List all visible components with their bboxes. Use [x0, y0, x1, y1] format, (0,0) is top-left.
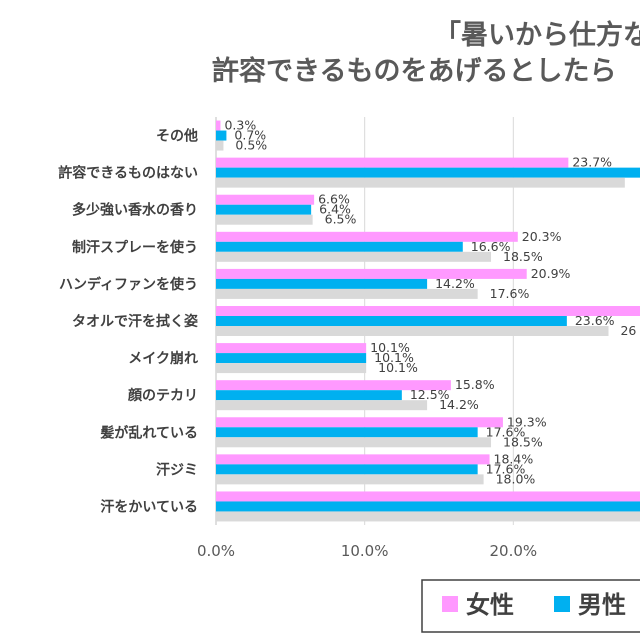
x-axis-ticks: 0.0%10.0%20.0%3: [197, 542, 538, 560]
bar: [216, 363, 367, 374]
bar: [216, 157, 569, 168]
data-label: 23.7%: [572, 155, 612, 170]
category-label: 多少強い香水の香り: [72, 202, 198, 219]
data-label: 0.3%: [224, 118, 256, 133]
category-label: 許容できるものはない: [58, 165, 198, 182]
category-label: 汗をかいている: [100, 498, 198, 515]
bar: [216, 204, 312, 215]
title-line-2: 許容できるものをあげるとしたら: [212, 55, 616, 87]
category-label: 顔のテカリ: [127, 387, 198, 404]
title-line-1: 「暑いから仕方な: [434, 19, 640, 51]
data-label: 18.5%: [503, 249, 543, 264]
bar: [216, 454, 490, 465]
data-label: 0.5%: [235, 138, 267, 153]
data-labels: 0.3%0.7%0.5%23.7%6.6%6.4%6.5%20.3%16.6%1…: [224, 118, 636, 487]
bar: [216, 177, 625, 188]
data-label: 16.6%: [471, 239, 511, 254]
bar: [216, 214, 313, 225]
bar: [216, 130, 227, 141]
data-label: 19.3%: [507, 414, 547, 429]
bar: [216, 120, 221, 131]
data-label: 17.6%: [486, 424, 526, 439]
data-label: 6.4%: [319, 202, 351, 217]
bar: [216, 167, 640, 178]
legend-swatch-male: [554, 596, 570, 612]
data-label: 6.6%: [318, 192, 350, 207]
bar: [216, 437, 492, 448]
category-label: 髪が乱れている: [99, 424, 198, 441]
data-label: 6.5%: [325, 212, 357, 227]
legend: 女性 男性: [421, 579, 640, 633]
bar: [216, 474, 484, 485]
data-label: 26: [620, 323, 636, 338]
bars: [216, 120, 640, 522]
category-label: 汗ジミ: [156, 461, 198, 478]
bar: [216, 316, 567, 326]
bar: [216, 268, 527, 279]
data-label: 20.3%: [522, 229, 562, 244]
chart-title: 「暑いから仕方な 許容できるものをあげるとしたら: [212, 19, 640, 87]
data-label: 17.6%: [486, 461, 526, 476]
bar: [216, 288, 478, 299]
bar: [216, 343, 367, 354]
data-label: 18.5%: [503, 434, 543, 449]
data-label: 23.6%: [575, 313, 615, 328]
bar: [216, 194, 315, 205]
x-tick-label: 0.0%: [197, 542, 235, 560]
bar: [216, 326, 609, 336]
bar: [216, 278, 428, 289]
x-tick-label: 20.0%: [490, 542, 538, 560]
category-label: 制汗スプレーを使う: [72, 239, 198, 256]
bar: [216, 464, 478, 475]
bar: [216, 491, 640, 502]
bar: [216, 241, 463, 252]
data-label: 10.1%: [374, 350, 414, 365]
legend-label-female: 女性: [466, 591, 514, 619]
category-labels: その他許容できるものはない多少強い香水の香り制汗スプレーを使うハンディファンを使…: [58, 128, 199, 516]
legend-frame: [421, 579, 640, 633]
category-label: タオルで汗を拭く姿: [72, 313, 199, 330]
bar: [216, 251, 492, 262]
data-label: 14.2%: [435, 276, 475, 291]
data-label: 0.7%: [234, 128, 266, 143]
data-label: 20.9%: [531, 266, 571, 281]
bar: [216, 306, 640, 316]
bar: [216, 417, 503, 428]
data-label: 10.1%: [378, 360, 418, 375]
legend-label-male: 男性: [578, 591, 626, 619]
data-label: 10.1%: [370, 340, 410, 355]
legend-swatch-female: [442, 596, 458, 612]
bar: [216, 380, 451, 391]
category-label: ハンディファンを使う: [59, 276, 198, 293]
bar: [216, 353, 367, 364]
bar: [216, 231, 518, 242]
bar: [216, 427, 478, 438]
data-label: 17.6%: [490, 286, 530, 301]
data-label: 14.2%: [439, 397, 479, 412]
bar: [216, 390, 402, 401]
category-label: その他: [156, 128, 198, 145]
data-label: 12.5%: [410, 387, 450, 402]
bar: [216, 400, 428, 411]
category-label: メイク崩れ: [128, 350, 198, 367]
bar: [216, 140, 224, 151]
data-label: 15.8%: [455, 377, 495, 392]
bar: [216, 511, 640, 522]
bar: [216, 501, 640, 512]
data-label: 18.0%: [496, 471, 536, 486]
data-label: 18.4%: [494, 451, 534, 466]
x-tick-label: 10.0%: [341, 542, 389, 560]
